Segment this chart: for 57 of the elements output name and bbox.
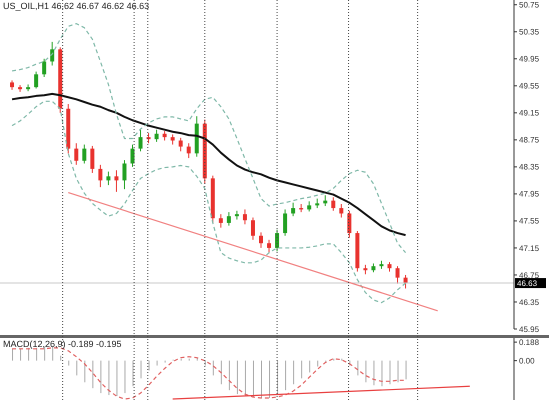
- candlestick: [186, 142, 191, 159]
- chart-title: US_OIL,H1 46.62 46.67 46.62 46.63: [3, 1, 150, 11]
- line-series: [11, 347, 406, 400]
- candlestick: [315, 198, 320, 209]
- candlestick: [259, 232, 263, 248]
- candlestick: [122, 160, 126, 190]
- candlestick: [138, 129, 143, 152]
- candlestick: [130, 144, 134, 168]
- y-tick-label: 50.75: [519, 0, 540, 10]
- candlestick: [250, 217, 255, 240]
- candlestick: [74, 142, 78, 166]
- candlestick: [10, 80, 14, 90]
- candlestick: [114, 170, 118, 192]
- candlestick: [218, 214, 223, 228]
- candlestick: [323, 194, 328, 207]
- y-tick-label: 46.75: [519, 270, 540, 280]
- y-tick-label: 0.188: [519, 338, 540, 347]
- candlestick: [178, 137, 183, 152]
- line-series: [11, 23, 406, 254]
- candlestick: [34, 71, 38, 89]
- candlestick: [396, 266, 400, 284]
- y-tick-label: 50.35: [519, 28, 540, 37]
- y-tick-label: 48.35: [519, 162, 540, 172]
- candlestick: [106, 171, 110, 186]
- candlestick: [404, 274, 408, 289]
- candlestick: [331, 196, 336, 212]
- candlestick: [42, 58, 46, 78]
- y-tick-label: 48.75: [519, 136, 540, 145]
- candlestick: [242, 208, 247, 225]
- line-series: [11, 92, 407, 236]
- y-tick-label: 47.95: [519, 190, 540, 199]
- ref-line-label: 46.63: [517, 279, 538, 288]
- y-tick-label: 47.55: [519, 216, 540, 226]
- y-tick-label: 49.15: [519, 108, 540, 118]
- candlestick: [267, 239, 272, 254]
- candlestick: [307, 200, 312, 212]
- candlestick: [347, 210, 352, 238]
- candlestick: [170, 134, 175, 146]
- y-tick-label: 49.55: [519, 82, 540, 91]
- y-tick-label: 46.35: [519, 298, 540, 307]
- candlestick: [339, 204, 344, 218]
- candlestick: [388, 262, 392, 272]
- candlestick: [275, 229, 280, 252]
- candlestick: [283, 208, 288, 236]
- y-tick-label: 45.95: [519, 324, 540, 334]
- chart-title: MACD(12,26,9) -0.189 -0.195: [3, 339, 122, 349]
- line-series: [11, 100, 406, 304]
- y-tick-label: 47.15: [519, 244, 540, 253]
- candlestick: [154, 129, 159, 142]
- y-tick-label: 0.00: [519, 356, 536, 366]
- candlestick: [291, 202, 296, 217]
- y-tick-label: 49.95: [519, 54, 540, 64]
- candlestick: [90, 145, 94, 174]
- candlestick: [82, 144, 86, 164]
- candlestick: [363, 264, 368, 275]
- candlestick: [226, 212, 231, 226]
- candlestick: [98, 164, 102, 188]
